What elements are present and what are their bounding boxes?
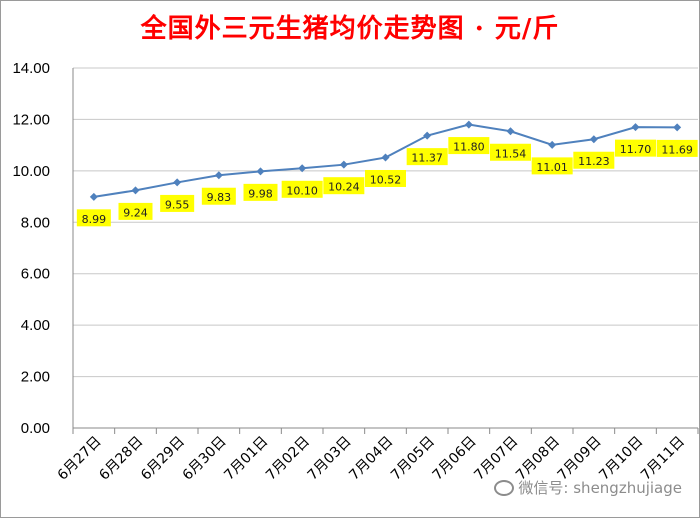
series-line: [89, 120, 682, 201]
y-tick-label: 10.00: [12, 163, 50, 180]
data-labels: 8.99 9.24 9.55 9.83 9.98 10.10 10.24 10.52 11.37…: [76, 137, 698, 227]
data-label-bg: [573, 151, 615, 169]
data-label: 9.98: [248, 187, 273, 200]
data-label-bg: [243, 183, 278, 201]
x-tick-label: 6月27日: [55, 434, 105, 484]
x-tick-label: 7月06日: [430, 434, 480, 484]
x-tick-label: 7月03日: [305, 434, 355, 484]
data-point: [89, 192, 98, 201]
data-point: [381, 153, 390, 162]
data-label: 9.55: [165, 198, 190, 211]
data-label-bg: [406, 148, 448, 166]
x-tick-label: 6月30日: [180, 434, 230, 484]
data-label: 10.52: [370, 173, 402, 186]
y-tick-label: 0.00: [21, 420, 50, 437]
data-label-bg: [615, 139, 656, 157]
data-label-bg: [531, 157, 573, 175]
y-tick-label: 2.00: [21, 369, 50, 386]
y-axis-ticks: 0.00 2.00 4.00 6.00 8.00 10.00 12.00 14.00: [12, 60, 50, 437]
data-point: [131, 186, 140, 195]
data-point: [631, 123, 640, 132]
data-point: [673, 123, 682, 132]
data-label-bg: [160, 194, 195, 212]
y-tick-label: 12.00: [12, 111, 50, 128]
data-label-bg: [118, 202, 153, 220]
data-label-bg: [365, 169, 406, 187]
gridlines: [73, 67, 698, 378]
data-label: 11.37: [411, 152, 443, 165]
data-point: [423, 131, 432, 140]
x-tick-label: 7月04日: [346, 434, 396, 484]
data-label: 11.69: [661, 143, 693, 156]
chart-title: 全国外三元生猪均价走势图 · 元/斤: [140, 14, 560, 44]
data-label-bg: [76, 209, 111, 227]
y-tick-label: 8.00: [21, 214, 50, 231]
data-label: 8.99: [82, 213, 107, 226]
data-point: [339, 160, 348, 169]
y-tick-label: 6.00: [21, 266, 50, 283]
x-tick-label: 7月05日: [388, 434, 438, 484]
data-label: 11.80: [453, 141, 485, 154]
data-label-bg: [656, 139, 698, 157]
watermark-text: 微信号: shengzhujiage: [518, 479, 682, 497]
data-label: 11.01: [536, 161, 568, 174]
data-label: 11.54: [495, 147, 527, 160]
data-label: 9.83: [207, 191, 232, 204]
data-label-bg: [448, 137, 490, 155]
data-label: 10.10: [286, 184, 318, 197]
y-tick-label: 4.00: [21, 317, 50, 334]
data-point: [214, 171, 223, 180]
data-label-bg: [490, 143, 531, 161]
data-point: [548, 140, 557, 149]
x-tick-label: 6月28日: [96, 434, 146, 484]
x-axis: 6月27日6月28日6月29日6月30日7月01日7月02日7月03日7月04日…: [55, 68, 699, 484]
data-point: [464, 120, 473, 129]
data-label: 10.24: [328, 181, 360, 194]
data-point: [506, 127, 515, 136]
y-tick-label: 14.00: [12, 60, 50, 77]
x-tick-label: 7月02日: [263, 434, 313, 484]
watermark: 微信号: shengzhujiage: [494, 477, 682, 498]
x-tick-label: 6月29日: [138, 434, 188, 484]
data-point: [173, 178, 182, 187]
data-label: 11.70: [620, 143, 652, 156]
data-label-bg: [323, 177, 365, 195]
data-point: [256, 167, 265, 176]
data-point: [298, 164, 307, 173]
data-label: 9.24: [123, 206, 148, 219]
data-label-bg: [281, 180, 323, 198]
wechat-icon: [494, 479, 515, 496]
data-label-bg: [201, 187, 236, 205]
x-tick-label: 7月01日: [221, 434, 271, 484]
data-label: 11.23: [578, 155, 610, 168]
data-point: [589, 135, 598, 144]
